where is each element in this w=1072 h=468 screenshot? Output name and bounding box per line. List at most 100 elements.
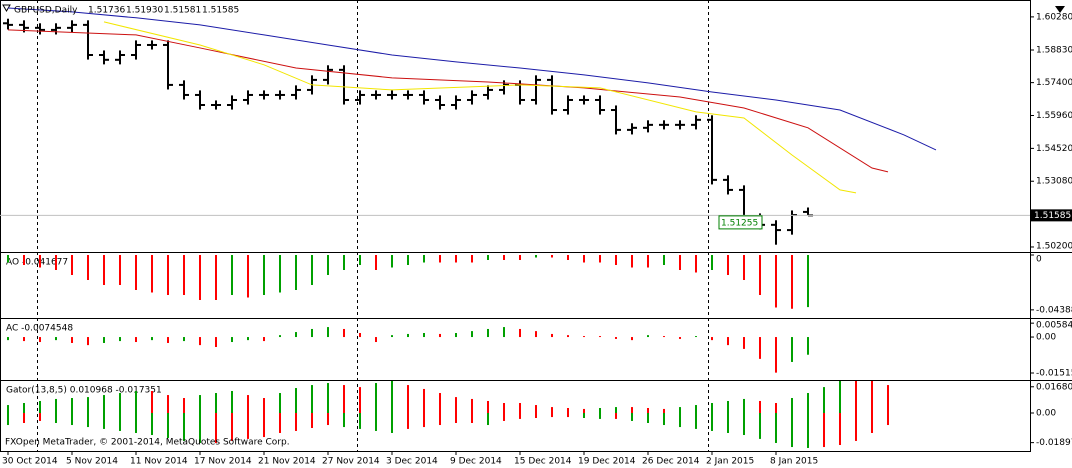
- gator-bar: [183, 413, 185, 441]
- gator-bar: [839, 381, 841, 414]
- histogram-bar: [135, 337, 137, 343]
- histogram-bar: [631, 255, 633, 268]
- gator-bar: [247, 395, 249, 414]
- gator-bar: [279, 413, 281, 433]
- indicator-line: [7, 7, 937, 151]
- histogram-bar: [535, 331, 537, 338]
- x-tick-label: 15 Dec 2014: [514, 457, 572, 467]
- y-tick-label: 1.54520: [1036, 144, 1072, 154]
- gator-bar: [167, 395, 169, 414]
- gator-bar: [583, 408, 585, 414]
- histogram-bar: [551, 255, 553, 258]
- histogram-bar: [7, 337, 9, 341]
- histogram-bar: [167, 337, 169, 343]
- histogram-bar: [215, 337, 217, 348]
- histogram-bar: [519, 255, 521, 260]
- gator-bar: [87, 413, 89, 428]
- gator-bar: [599, 408, 601, 414]
- ohlc-value: 1.51930: [126, 6, 163, 16]
- histogram-bar: [199, 337, 201, 346]
- gator-bar: [807, 393, 809, 414]
- histogram-bar: [535, 255, 537, 258]
- x-tick-label: 2 Jan 2015: [706, 457, 754, 467]
- gator-bar: [503, 403, 505, 414]
- histogram-bar: [71, 337, 73, 343]
- gator-bar: [23, 413, 25, 423]
- histogram-bar: [39, 337, 41, 343]
- gator-bar: [39, 400, 41, 414]
- histogram-bar: [711, 255, 713, 270]
- histogram-bar: [7, 255, 9, 263]
- histogram-bar: [503, 327, 505, 338]
- indicator-line: [7, 29, 889, 173]
- histogram-bar: [407, 333, 409, 338]
- gator-bar: [119, 413, 121, 431]
- histogram-bar: [311, 255, 313, 285]
- histogram-bar: [167, 255, 169, 295]
- x-tick-label: 3 Dec 2014: [386, 457, 438, 467]
- y-tick-label: 1.57400: [1036, 78, 1072, 88]
- gator-bar: [455, 397, 457, 414]
- histogram-bar: [439, 333, 441, 338]
- gator-bar: [311, 413, 313, 428]
- histogram-bar: [679, 255, 681, 270]
- histogram-bar: [263, 255, 265, 295]
- gator-bar: [343, 385, 345, 414]
- x-tick-label: 19 Dec 2014: [578, 457, 636, 467]
- histogram-bar: [151, 337, 153, 341]
- gator-bar: [295, 388, 297, 414]
- gator-bar: [279, 393, 281, 414]
- gator-bar: [743, 398, 745, 414]
- gator-bar: [263, 398, 265, 414]
- gator-bar: [343, 413, 345, 428]
- histogram-bar: [103, 337, 105, 343]
- histogram-bar: [487, 255, 489, 260]
- gator-bar: [471, 398, 473, 414]
- histogram-bar: [599, 255, 601, 263]
- y-tick-label: 0: [1036, 255, 1042, 265]
- histogram-bar: [199, 255, 201, 300]
- histogram-bar: [791, 337, 793, 362]
- gator-bar: [311, 385, 313, 414]
- histogram-bar: [663, 255, 665, 265]
- current-price-box: [1031, 209, 1072, 222]
- gator-bar: [855, 381, 857, 414]
- histogram-bar: [247, 255, 249, 298]
- histogram-bar: [423, 255, 425, 263]
- histogram-bar: [663, 336, 665, 338]
- gator-bar: [551, 407, 553, 414]
- histogram-bar: [567, 255, 569, 260]
- x-tick-label: 9 Dec 2014: [450, 457, 502, 467]
- gator-bar: [663, 408, 665, 414]
- x-tick-label: 5 Nov 2014: [66, 457, 118, 467]
- gator-bar: [887, 385, 889, 414]
- gator-bar: [55, 413, 57, 423]
- histogram-bar: [615, 255, 617, 265]
- histogram-bar: [391, 255, 393, 268]
- histogram-bar: [295, 332, 297, 338]
- histogram-bar: [23, 255, 25, 265]
- histogram-bar: [455, 333, 457, 338]
- y-tick-label: 1.58830: [1036, 45, 1072, 55]
- histogram-bar: [311, 328, 313, 338]
- histogram-bar: [391, 335, 393, 338]
- x-tick-label: 27 Nov 2014: [322, 457, 380, 467]
- y-tick-label: -0.043884: [1036, 305, 1072, 315]
- price-label-box: [718, 215, 763, 230]
- histogram-bar: [279, 255, 281, 293]
- histogram-bar: [695, 255, 697, 273]
- histogram-bar: [759, 337, 761, 359]
- x-tick-label: 17 Nov 2014: [194, 457, 252, 467]
- gator-bar: [599, 413, 601, 419]
- gator-bar: [647, 408, 649, 414]
- gator-bar: [743, 413, 745, 436]
- histogram-bar: [807, 337, 809, 355]
- gator-bar: [231, 390, 233, 414]
- histogram-bar: [599, 336, 601, 338]
- gator-bar: [615, 413, 617, 419]
- menu-icon[interactable]: [1055, 6, 1065, 13]
- histogram-bar: [55, 255, 57, 270]
- gator-bar: [791, 398, 793, 414]
